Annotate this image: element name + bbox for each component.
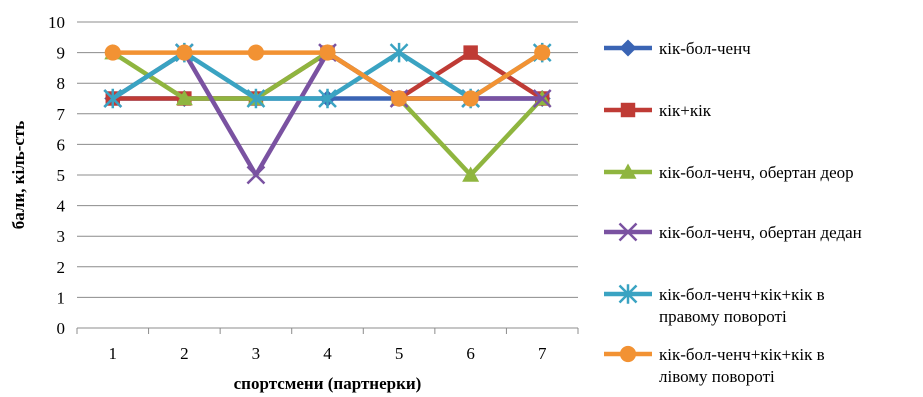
data-point — [390, 90, 408, 107]
data-point — [462, 166, 480, 182]
data-point — [246, 165, 266, 185]
legend-marker — [619, 163, 637, 179]
data-point — [176, 44, 193, 61]
legend-label: кік-бол-ченч, обертан деор — [659, 163, 854, 182]
y-tick-label: 8 — [57, 74, 66, 93]
gridlines — [77, 21, 578, 298]
legend-marker — [620, 102, 636, 118]
legend-label: правому повороті — [659, 307, 787, 326]
legend-item-5: кік-бол-ченч+кік+кік в правому повороті — [604, 284, 825, 326]
legend-label: кік+кік — [659, 101, 712, 120]
legend-label: кік-бол-ченч+кік+кік в — [659, 345, 825, 364]
legend: кік-бол-ченч кік+кік кік-бол-ченч, обертан… — [604, 39, 862, 386]
x-tick-label: 6 — [466, 344, 475, 363]
y-tick-label: 4 — [57, 197, 66, 216]
y-tick-label: 7 — [57, 105, 66, 124]
data-point — [532, 89, 552, 108]
data-point — [103, 88, 123, 109]
legend-label: кік-бол-ченч — [659, 39, 751, 58]
legend-marker — [619, 39, 637, 57]
legend-label: кік-бол-ченч, обертан дедан — [659, 223, 862, 242]
y-tick-label: 2 — [57, 258, 66, 277]
y-tick-label: 10 — [48, 13, 65, 32]
y-tick-label: 3 — [57, 227, 66, 246]
x-axis-ticks: 1 2 3 4 5 6 7 — [76, 328, 579, 363]
legend-label: кік-бол-ченч+кік+кік в — [659, 285, 825, 304]
x-tick-label: 1 — [109, 344, 118, 363]
y-axis-title: бали, кіль-сть — [9, 121, 28, 230]
legend-marker — [618, 284, 638, 304]
legend-item-6: кік-бол-ченч+кік+кік в лівому повороті — [604, 345, 825, 386]
legend-item-3: кік-бол-ченч, обертан деор — [604, 163, 854, 182]
y-tick-label: 6 — [57, 135, 66, 154]
legend-label: лівому повороті — [659, 367, 775, 386]
series-group — [103, 42, 552, 185]
y-tick-label: 1 — [57, 288, 66, 307]
legend-marker — [619, 345, 637, 363]
x-tick-label: 5 — [395, 344, 404, 363]
y-axis-ticks: 0 1 2 3 4 5 6 7 8 9 10 — [48, 13, 66, 338]
data-point — [247, 44, 265, 61]
data-point — [104, 44, 121, 61]
legend-item-4: кік-бол-ченч, обертан дедан — [604, 222, 862, 242]
y-tick-label: 9 — [57, 44, 66, 63]
data-point — [463, 45, 478, 60]
x-tick-label: 2 — [180, 344, 189, 363]
data-point — [534, 44, 551, 61]
series-3 — [104, 44, 551, 182]
legend-item-1: кік-бол-ченч — [604, 39, 751, 58]
legend-item-2: кік+кік — [604, 101, 712, 120]
x-tick-label: 7 — [538, 344, 547, 363]
data-point — [462, 90, 479, 107]
data-point — [319, 44, 336, 61]
series-6 — [104, 44, 551, 107]
legend-marker — [618, 222, 638, 242]
y-tick-label: 0 — [57, 319, 66, 338]
data-point — [318, 88, 337, 109]
y-tick-label: 5 — [57, 166, 66, 185]
data-point — [389, 42, 409, 63]
x-tick-label: 4 — [323, 344, 332, 363]
data-point — [175, 90, 193, 106]
x-tick-label: 3 — [252, 344, 261, 363]
x-axis-title: спортсмени (партнерки) — [234, 374, 422, 393]
data-point — [246, 88, 266, 109]
